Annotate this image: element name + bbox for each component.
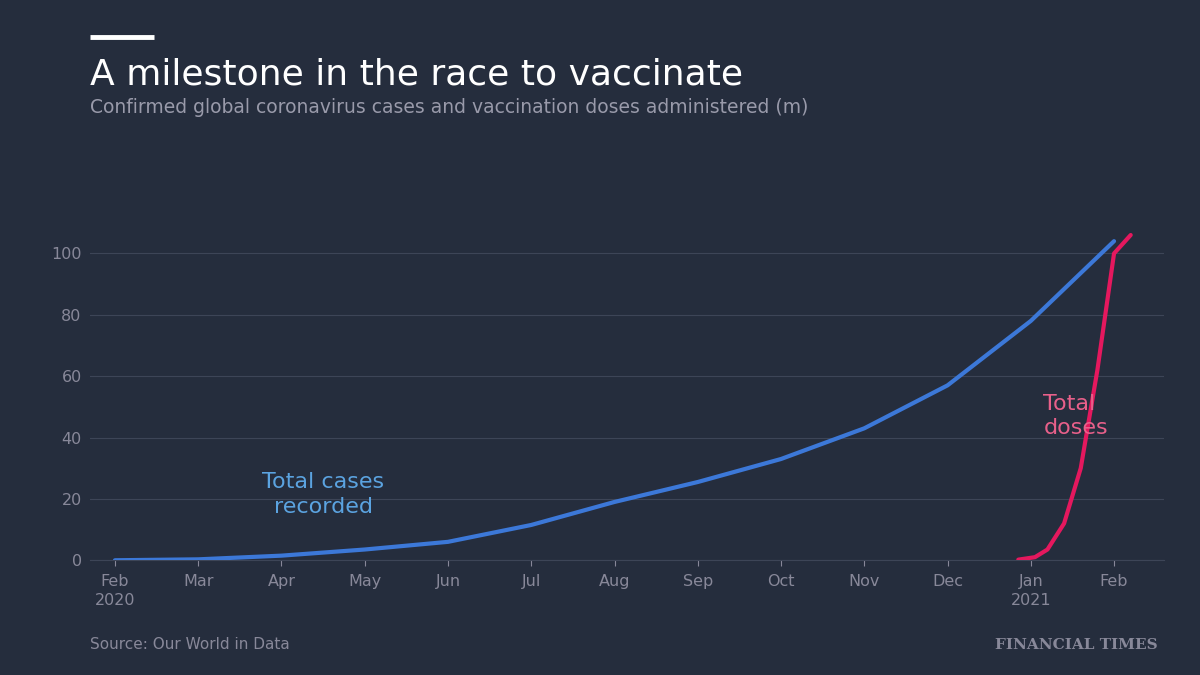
Text: Source: Our World in Data: Source: Our World in Data: [90, 637, 289, 652]
Text: A milestone in the race to vaccinate: A milestone in the race to vaccinate: [90, 57, 743, 91]
Text: Total
doses: Total doses: [1043, 394, 1108, 439]
Text: FINANCIAL TIMES: FINANCIAL TIMES: [995, 638, 1158, 651]
Text: Total cases
recorded: Total cases recorded: [262, 472, 384, 517]
Text: Confirmed global coronavirus cases and vaccination doses administered (m): Confirmed global coronavirus cases and v…: [90, 98, 809, 117]
